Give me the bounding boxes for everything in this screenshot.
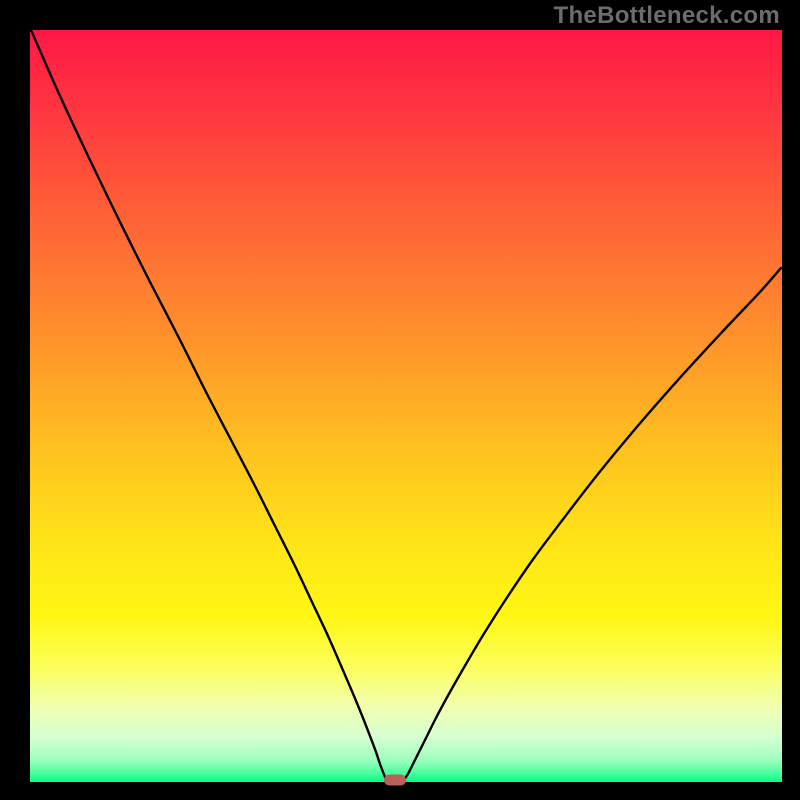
- plot-area: [30, 30, 782, 782]
- optimal-point-marker: [384, 775, 406, 786]
- bottleneck-curve: [30, 30, 782, 782]
- watermark-text: TheBottleneck.com: [554, 2, 780, 30]
